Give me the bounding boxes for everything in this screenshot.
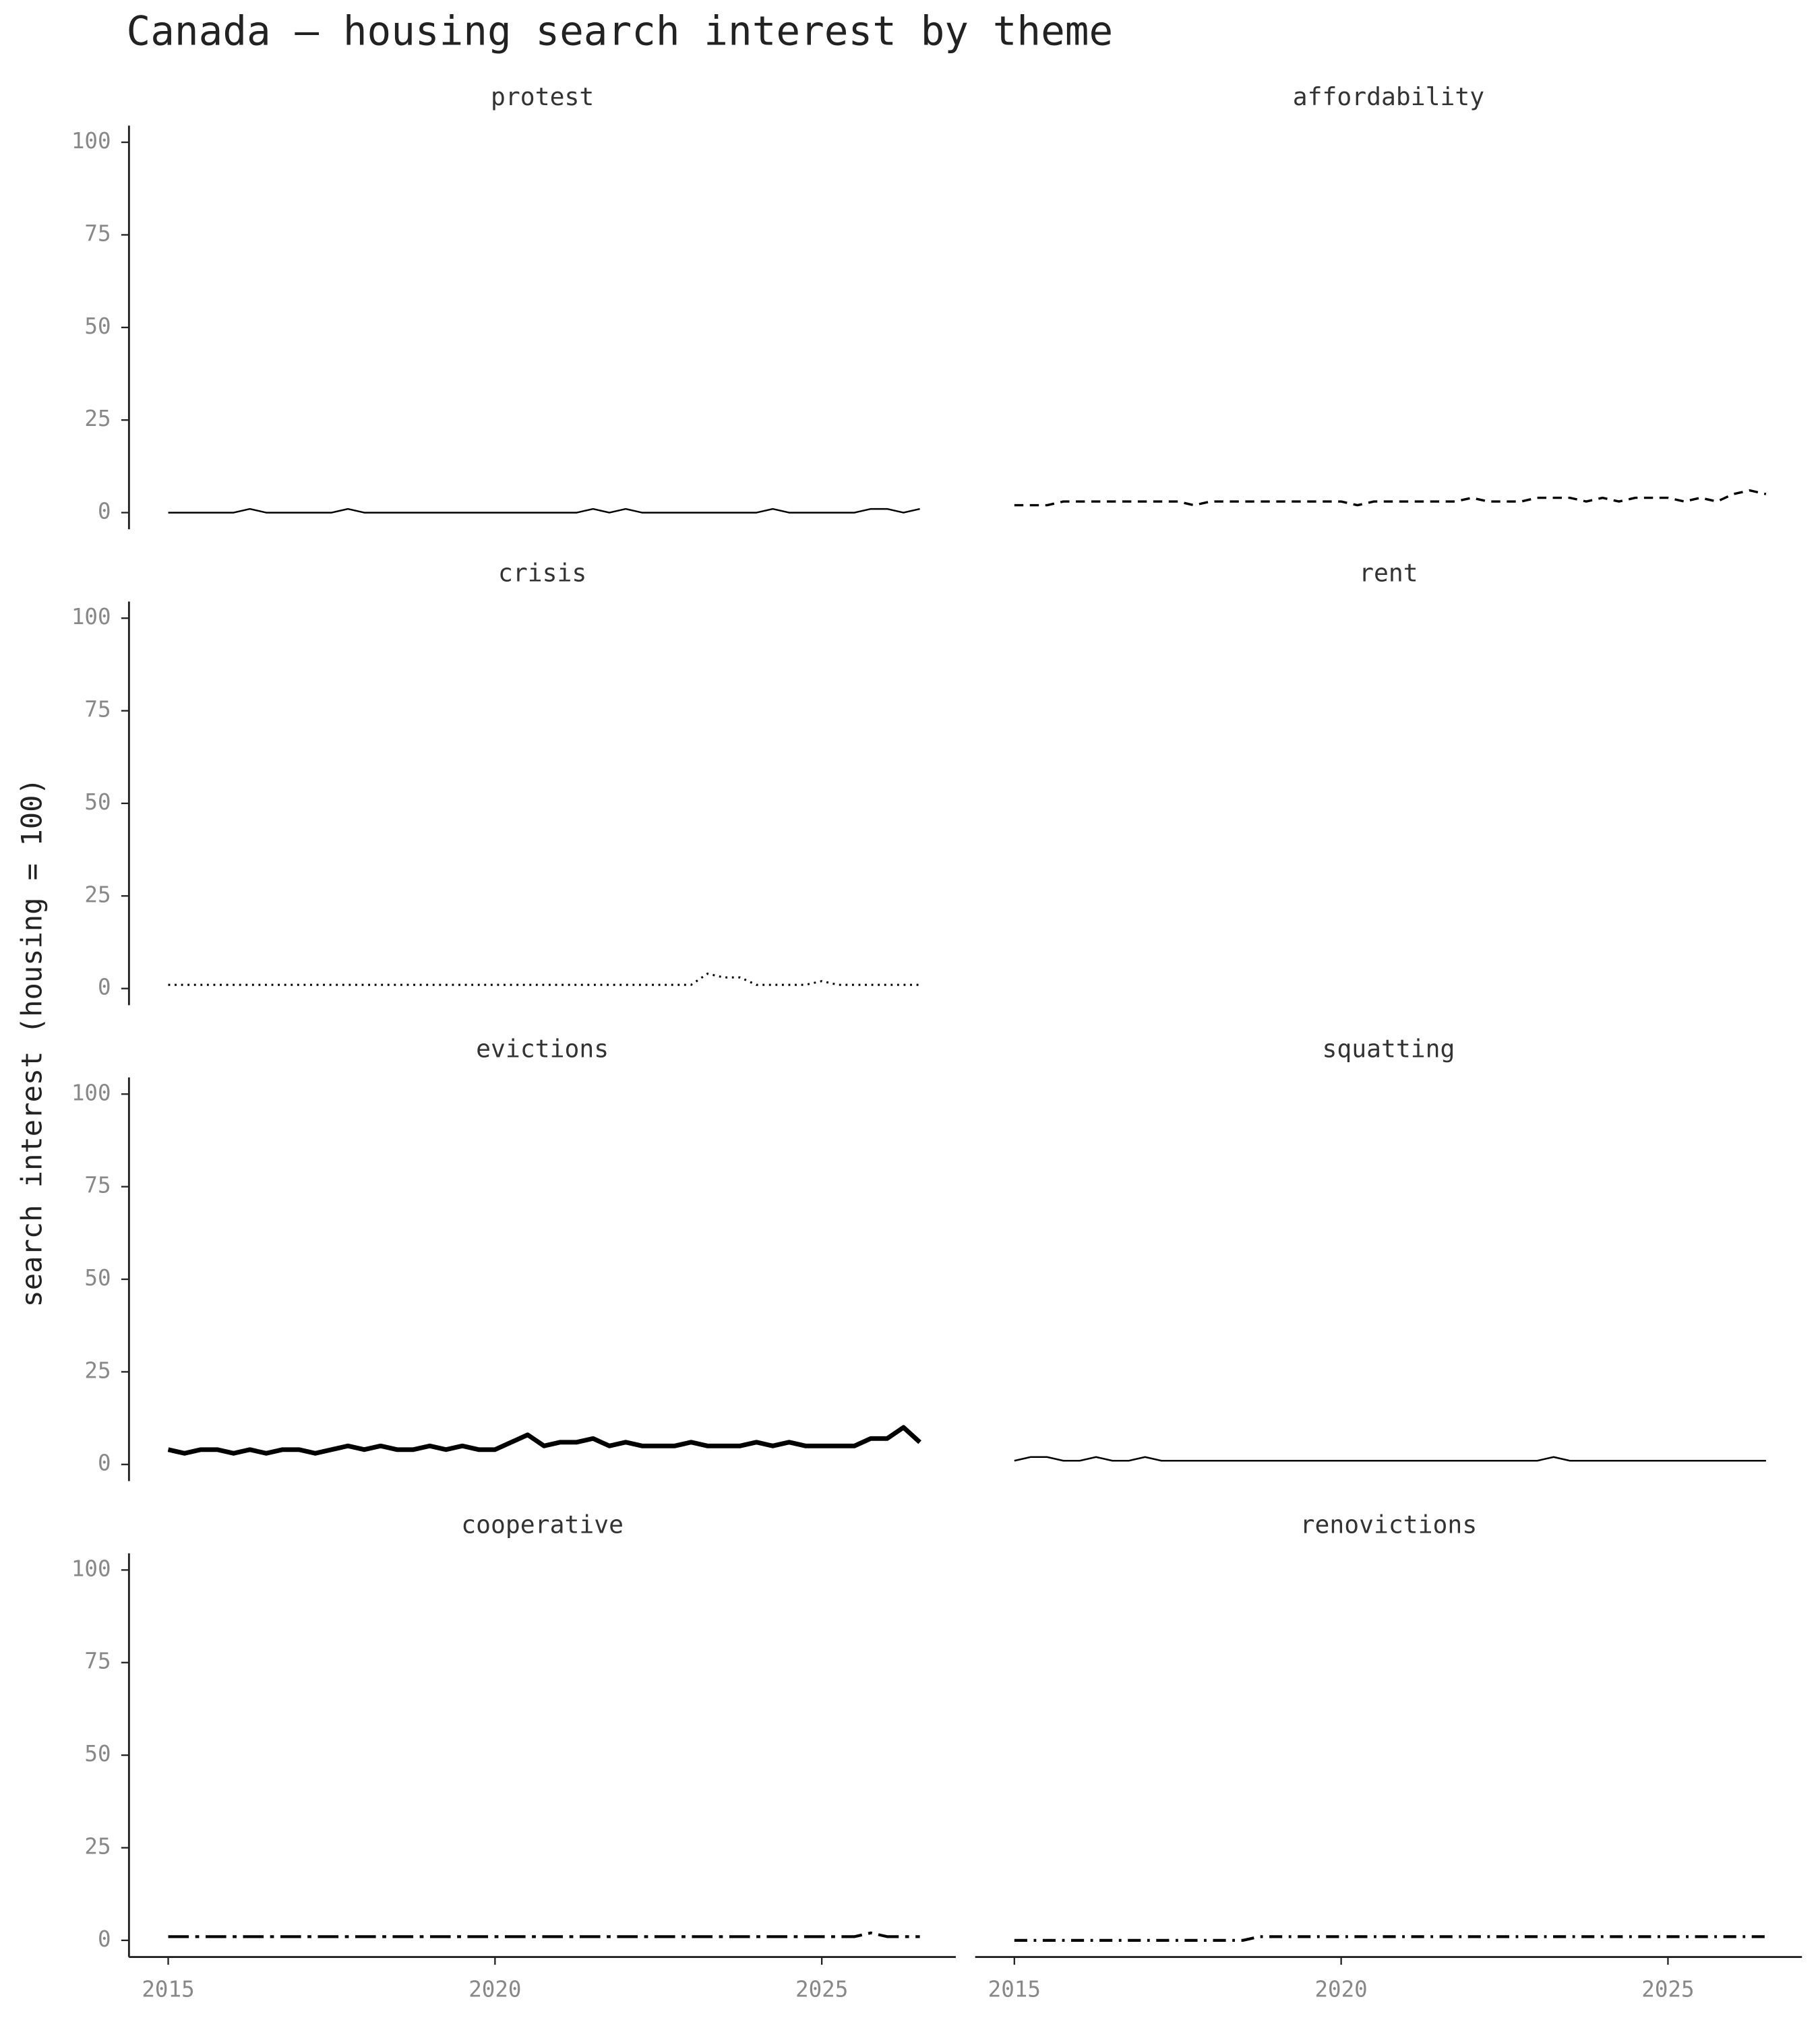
line [168, 973, 920, 986]
y-tick-label: 50 [84, 789, 111, 815]
y-tick-label: 100 [71, 128, 111, 154]
y-tick-label: 50 [84, 313, 111, 339]
y-tick-label: 25 [84, 1357, 111, 1383]
y-tick-label: 100 [71, 1556, 111, 1581]
line [1014, 489, 1767, 507]
panel-title: evictions [476, 1034, 609, 1063]
panel-title: squatting [1322, 1034, 1455, 1063]
x-tick-label: 2025 [1641, 1976, 1694, 2002]
y-tick-label: 100 [71, 1080, 111, 1105]
panel-title: cooperative [461, 1510, 624, 1539]
y-tick-label: 25 [84, 406, 111, 431]
y-tick-label: 50 [84, 1741, 111, 1767]
panel-title: rent [1359, 558, 1418, 587]
y-tick-label: 100 [71, 604, 111, 630]
x-tick-label: 2015 [142, 1976, 194, 2002]
x-tick-label: 2025 [795, 1976, 848, 2002]
panel-title: protest [491, 82, 594, 111]
y-tick-label: 25 [84, 882, 111, 907]
chart-title: Canada — housing search interest by them… [127, 8, 1114, 55]
x-tick-label: 2020 [468, 1976, 521, 2002]
line [168, 1931, 920, 1938]
x-tick-label: 2020 [1314, 1976, 1367, 2002]
y-tick-label: 0 [98, 1450, 111, 1476]
line [1014, 1935, 1766, 1942]
line [167, 1425, 921, 1456]
line [1014, 1456, 1766, 1462]
y-axis-label: search interest (housing = 100) [15, 778, 48, 1307]
panel-title: affordability [1293, 82, 1484, 111]
y-tick-label: 75 [84, 1173, 111, 1198]
y-tick-label: 0 [98, 975, 111, 1000]
panel-title: renovictions [1300, 1510, 1478, 1539]
panel-title: crisis [498, 558, 586, 587]
y-tick-label: 50 [84, 1265, 111, 1291]
y-tick-label: 75 [84, 1649, 111, 1674]
y-tick-label: 75 [84, 697, 111, 723]
x-tick-label: 2015 [988, 1976, 1041, 2002]
y-tick-label: 75 [84, 220, 111, 246]
y-tick-label: 0 [98, 1926, 111, 1952]
y-tick-label: 0 [98, 499, 111, 524]
line [168, 508, 920, 514]
y-tick-label: 25 [84, 1833, 111, 1859]
